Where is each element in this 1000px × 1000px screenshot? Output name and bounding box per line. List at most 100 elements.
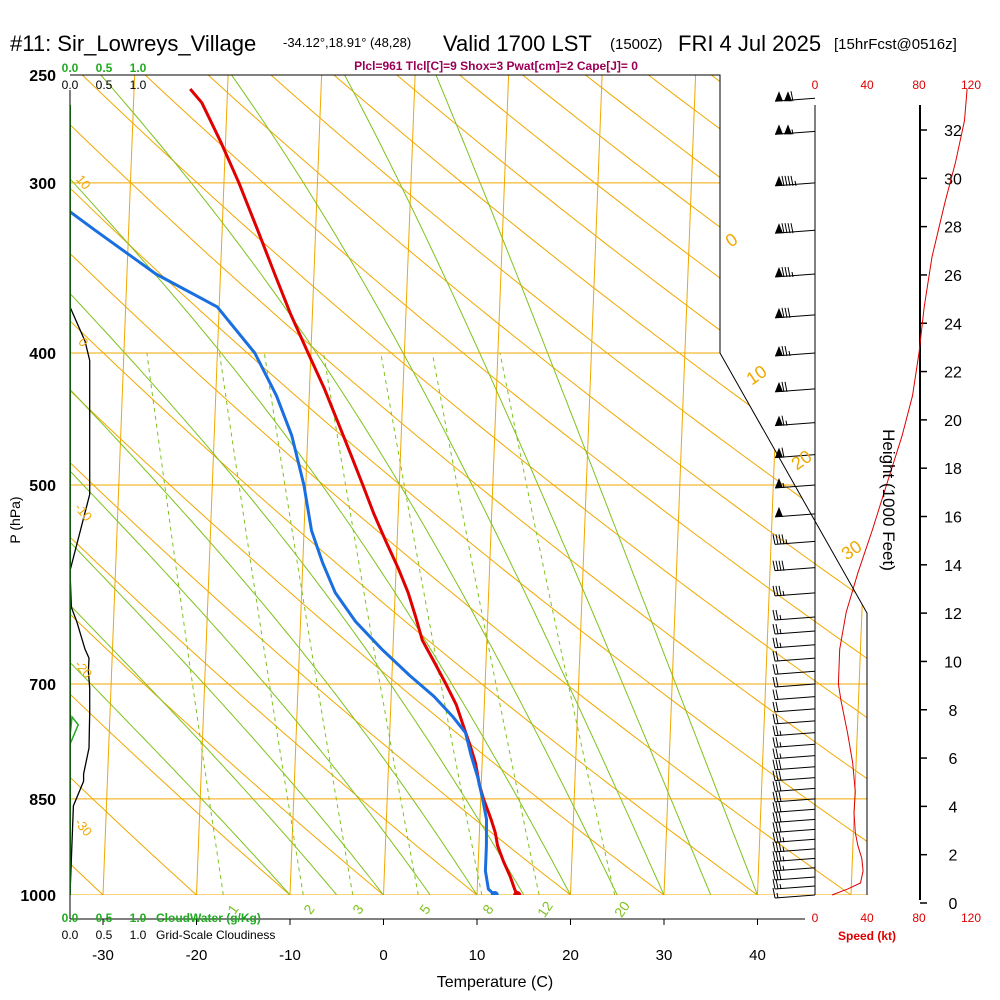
wind-barb-pennant	[775, 91, 783, 102]
wind-barb-staff	[774, 798, 816, 803]
temperature-line	[189, 88, 519, 895]
wind-barb-full	[778, 851, 782, 862]
wind-barb-full	[775, 841, 779, 852]
dry-adiabat	[70, 75, 571, 895]
wind-barb-full	[775, 791, 779, 802]
cloudiness-top-tick-label: 1.0	[130, 78, 147, 92]
moist-adiabat	[70, 75, 571, 895]
wind-barb-staff	[774, 894, 816, 899]
wind-barb-staff	[774, 867, 816, 872]
speed-top-tick-label: 120	[961, 78, 981, 92]
cloudwater-top-tick-label: 0.0	[62, 61, 79, 75]
pressure-tick-label: 500	[29, 478, 56, 495]
cloudwater-bottom-tick-label: 0.0	[62, 911, 79, 925]
wind-barb-full	[781, 447, 785, 458]
height-tick-label: 2	[949, 848, 958, 865]
mixing-ratio-label: 12	[534, 898, 556, 920]
x-tick-label: 0	[379, 947, 387, 964]
speed-top-tick-label: 40	[860, 78, 874, 92]
moist-adiabat-label: 30	[838, 536, 866, 564]
dry-adiabat-label: 0	[75, 335, 91, 350]
wind-barb-full	[775, 651, 779, 662]
wind-barb-staff	[774, 777, 816, 782]
wind-barb-full	[787, 266, 791, 278]
wind-barb	[772, 822, 816, 833]
utc-time: (1500Z)	[610, 36, 663, 53]
dry-adiabat	[70, 75, 665, 895]
dry-adiabat	[396, 75, 867, 895]
wind-barb-half	[785, 539, 788, 545]
wind-barb-full	[784, 223, 788, 234]
wind-barb	[772, 869, 816, 881]
wind-barb-full	[778, 822, 782, 833]
wind-barb-staff	[774, 766, 816, 771]
valid-time: Valid 1700 LST	[443, 31, 592, 56]
wind-barb-full	[775, 560, 779, 571]
wind-barb-full	[778, 832, 782, 843]
cloudwater-top-tick-label: 1.0	[130, 61, 147, 75]
dry-adiabat-label: 10	[73, 172, 94, 193]
cloudwater-top-tick-label: 0.5	[96, 61, 113, 75]
moist-adiabat	[70, 75, 525, 895]
wind-barb-staff	[774, 787, 816, 792]
moist-adiabat	[70, 75, 431, 895]
wind-barb	[772, 713, 816, 725]
y-axis-title: P (hPa)	[7, 496, 23, 543]
dry-adiabat-label: -30	[72, 815, 96, 839]
wind-barb-full	[775, 725, 779, 736]
wind-barb-full	[775, 812, 779, 823]
wind-barb-full	[775, 748, 779, 759]
wind-barb-full	[772, 878, 776, 890]
wind-barb	[772, 759, 816, 771]
dry-adiabat	[81, 75, 867, 895]
wind-barb	[772, 637, 816, 649]
wind-barb-full	[775, 869, 779, 881]
moist-adiabat	[70, 75, 338, 895]
wind-barb-staff	[774, 755, 816, 760]
wind-barb	[774, 381, 816, 393]
speed-bottom-tick-label: 120	[961, 911, 981, 925]
wind-barb	[772, 878, 816, 890]
plot-frame	[70, 74, 868, 895]
wind-barb-full	[772, 651, 776, 662]
wind-barb-full	[790, 91, 794, 102]
wind-barb-half	[779, 614, 782, 621]
wind-barb-full	[772, 759, 776, 770]
wind-barb	[774, 91, 816, 102]
pressure-tick-label: 700	[29, 677, 56, 694]
wind-barb-staff	[774, 876, 816, 881]
wind-barb-pennant	[775, 124, 783, 135]
wind-barb-full	[775, 822, 779, 833]
dry-adiabat	[207, 75, 867, 895]
wind-barb-pennant	[775, 415, 783, 426]
speed-bottom-tick-label: 80	[912, 911, 926, 925]
wind-barb	[772, 770, 816, 782]
wind-barb-full	[787, 175, 791, 186]
cloudwater-bottom-tick-label: 1.0	[130, 911, 147, 925]
indices-line: Plcl=961 Tlcl[C]=9 Shox=3 Pwat[cm]=2 Cap…	[354, 59, 638, 73]
dry-adiabat	[270, 75, 867, 895]
wind-barb-full	[787, 307, 791, 318]
dry-adiabat	[144, 75, 867, 895]
dry-adiabat	[70, 75, 852, 895]
cloudiness-profile	[70, 306, 91, 895]
wind-barb-full	[778, 560, 782, 571]
dry-adiabat	[70, 75, 867, 895]
wind-barb-staff	[774, 630, 816, 635]
wind-barb-full	[775, 802, 779, 813]
moist-adiabat-label: 20	[788, 446, 816, 474]
height-tick-label: 22	[944, 365, 962, 382]
wind-barb	[772, 609, 816, 621]
wind-barb-full	[784, 345, 788, 357]
valid-date: FRI 4 Jul 2025	[678, 31, 821, 56]
cloudiness-label: Grid-Scale Cloudiness	[156, 928, 275, 942]
wind-barb	[772, 887, 816, 899]
mixing-ratio-label: 5	[416, 901, 434, 917]
wind-barb-full	[772, 791, 776, 802]
wind-barb	[772, 725, 816, 737]
x-tick-label: 30	[656, 947, 673, 964]
dry-adiabat	[333, 75, 867, 895]
x-tick-label: -30	[92, 947, 114, 964]
wind-barb-full	[778, 869, 782, 881]
wind-barb-full	[775, 759, 779, 770]
